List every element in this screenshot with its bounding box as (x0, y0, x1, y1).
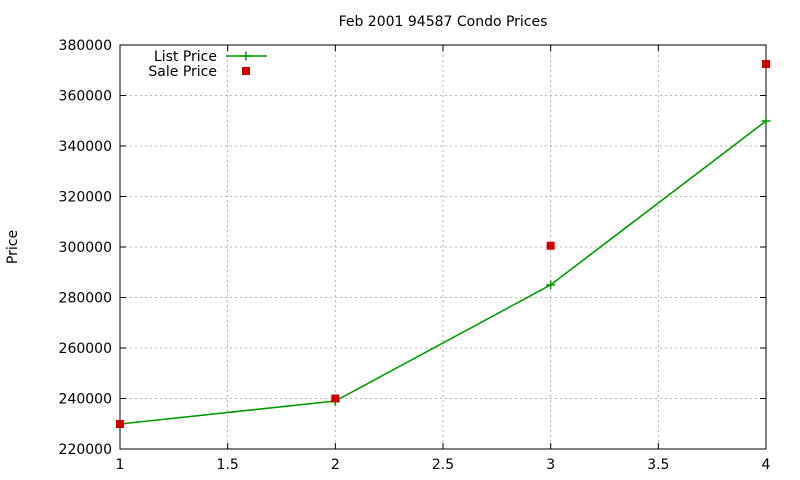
y-tick-label: 340000 (59, 139, 112, 155)
x-tick-label: 4 (762, 457, 771, 473)
list-price-point (546, 280, 556, 290)
legend-label-sale-price: Sale Price (148, 64, 217, 80)
y-axis-label: Price (5, 230, 21, 264)
list-price-line (119, 120, 767, 425)
y-tick-label: 280000 (59, 291, 112, 307)
list-price-point (761, 116, 771, 126)
chart-title: Feb 2001 94587 Condo Prices (339, 14, 548, 30)
sale-price-point (546, 241, 555, 250)
x-tick-label: 2.5 (432, 457, 454, 473)
y-tick-label: 220000 (59, 442, 112, 458)
x-tick-label: 3.5 (647, 457, 669, 473)
grid-lines (120, 45, 766, 449)
sale-price-point (116, 420, 124, 429)
y-tick-label: 360000 (59, 89, 112, 105)
y-tick-label: 260000 (59, 341, 112, 357)
x-tick-label: 1.5 (217, 457, 239, 473)
sale-price-point (762, 59, 770, 68)
y-tick-label: 240000 (59, 392, 112, 408)
legend-marker-list-price (241, 51, 251, 61)
series-layer (115, 59, 771, 429)
y-tick-label: 380000 (59, 38, 112, 54)
legend-marker-sale-price (242, 67, 250, 75)
x-tick-label: 1 (116, 457, 125, 473)
x-tick-label: 3 (546, 457, 555, 473)
sale-price-point (331, 394, 340, 403)
x-tick-label: 2 (331, 457, 340, 473)
y-tick-label: 320000 (59, 190, 112, 206)
axis-ticks: 1 1.5 2 2.5 3 3.5 4 220000 240000 260000 280000 300… (59, 38, 771, 473)
legend-label-list-price: List Price (154, 49, 217, 65)
y-tick-label: 300000 (59, 240, 112, 256)
